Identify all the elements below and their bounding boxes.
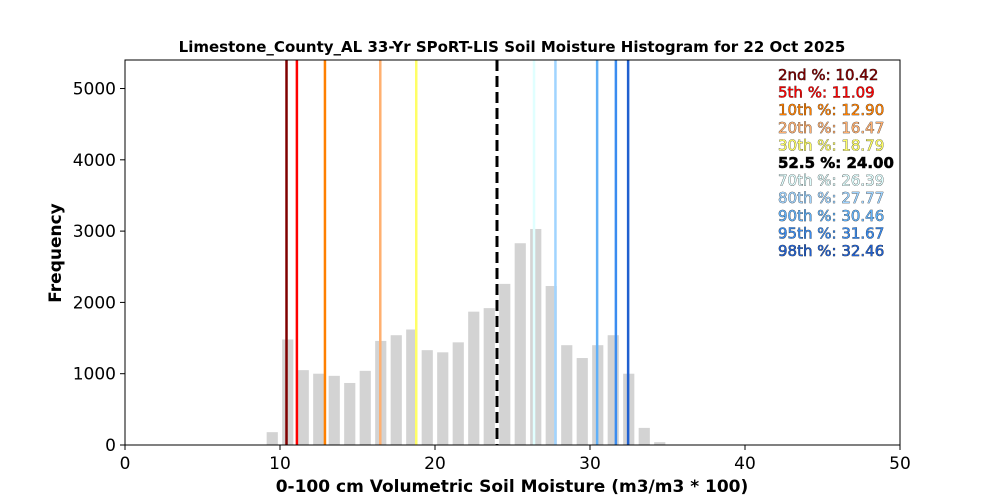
histogram-bar [437, 352, 449, 445]
histogram-bar [390, 335, 402, 445]
histogram-bar [514, 243, 526, 445]
y-tick-label: 5000 [73, 80, 116, 100]
histogram-bar [638, 427, 650, 445]
legend-entry: 80th %: 27.77 [778, 189, 884, 207]
legend-entry: 2nd %: 10.42 [778, 66, 878, 84]
legend-entry: 5th %: 11.09 [778, 84, 875, 102]
x-tick-label: 50 [889, 454, 911, 474]
legend-entry: 30th %: 18.79 [778, 136, 884, 154]
histogram-bar [421, 350, 433, 445]
y-tick-label: 0 [105, 436, 116, 456]
histogram-bar [313, 373, 325, 445]
y-tick-label: 2000 [73, 293, 116, 313]
x-tick-label: 20 [424, 454, 446, 474]
histogram-bar [297, 370, 309, 445]
histogram-bar [530, 228, 542, 445]
histogram-bar [607, 335, 619, 445]
y-tick-label: 3000 [73, 222, 116, 242]
histogram-bar [452, 342, 464, 445]
histogram-bar [344, 382, 356, 445]
histogram-bar [561, 345, 573, 445]
histogram-bar [359, 370, 371, 445]
x-axis-label: 0-100 cm Volumetric Soil Moisture (m3/m3… [276, 477, 749, 497]
histogram-bar [328, 375, 340, 445]
histogram-bar [483, 308, 495, 445]
legend-entry: 52.5 %: 24.00 [778, 154, 894, 172]
histogram-bar [545, 286, 557, 445]
x-tick-label: 0 [120, 454, 131, 474]
legend-entry: 10th %: 12.90 [778, 101, 884, 119]
x-tick-label: 30 [579, 454, 601, 474]
legend-entry: 70th %: 26.39 [778, 172, 884, 190]
legend-entry: 95th %: 31.67 [778, 224, 884, 242]
histogram-bar [406, 329, 418, 445]
plot-frame [124, 59, 901, 446]
legend-entry: 20th %: 16.47 [778, 119, 884, 137]
legend-entry: 90th %: 30.46 [778, 207, 884, 225]
histogram-bar [499, 283, 511, 445]
chart-title: Limestone_County_AL 33-Yr SPoRT-LIS Soil… [179, 38, 846, 56]
histogram-bar [654, 442, 666, 445]
y-tick-label: 4000 [73, 151, 116, 171]
y-axis-label: Frequency [46, 203, 66, 303]
histogram-bar [468, 311, 480, 445]
histogram-bar [576, 358, 588, 445]
x-tick-label: 10 [269, 454, 291, 474]
x-tick-label: 40 [734, 454, 756, 474]
legend-entry: 98th %: 32.46 [778, 242, 884, 260]
histogram-bar [266, 432, 278, 445]
y-tick-label: 1000 [73, 365, 116, 385]
